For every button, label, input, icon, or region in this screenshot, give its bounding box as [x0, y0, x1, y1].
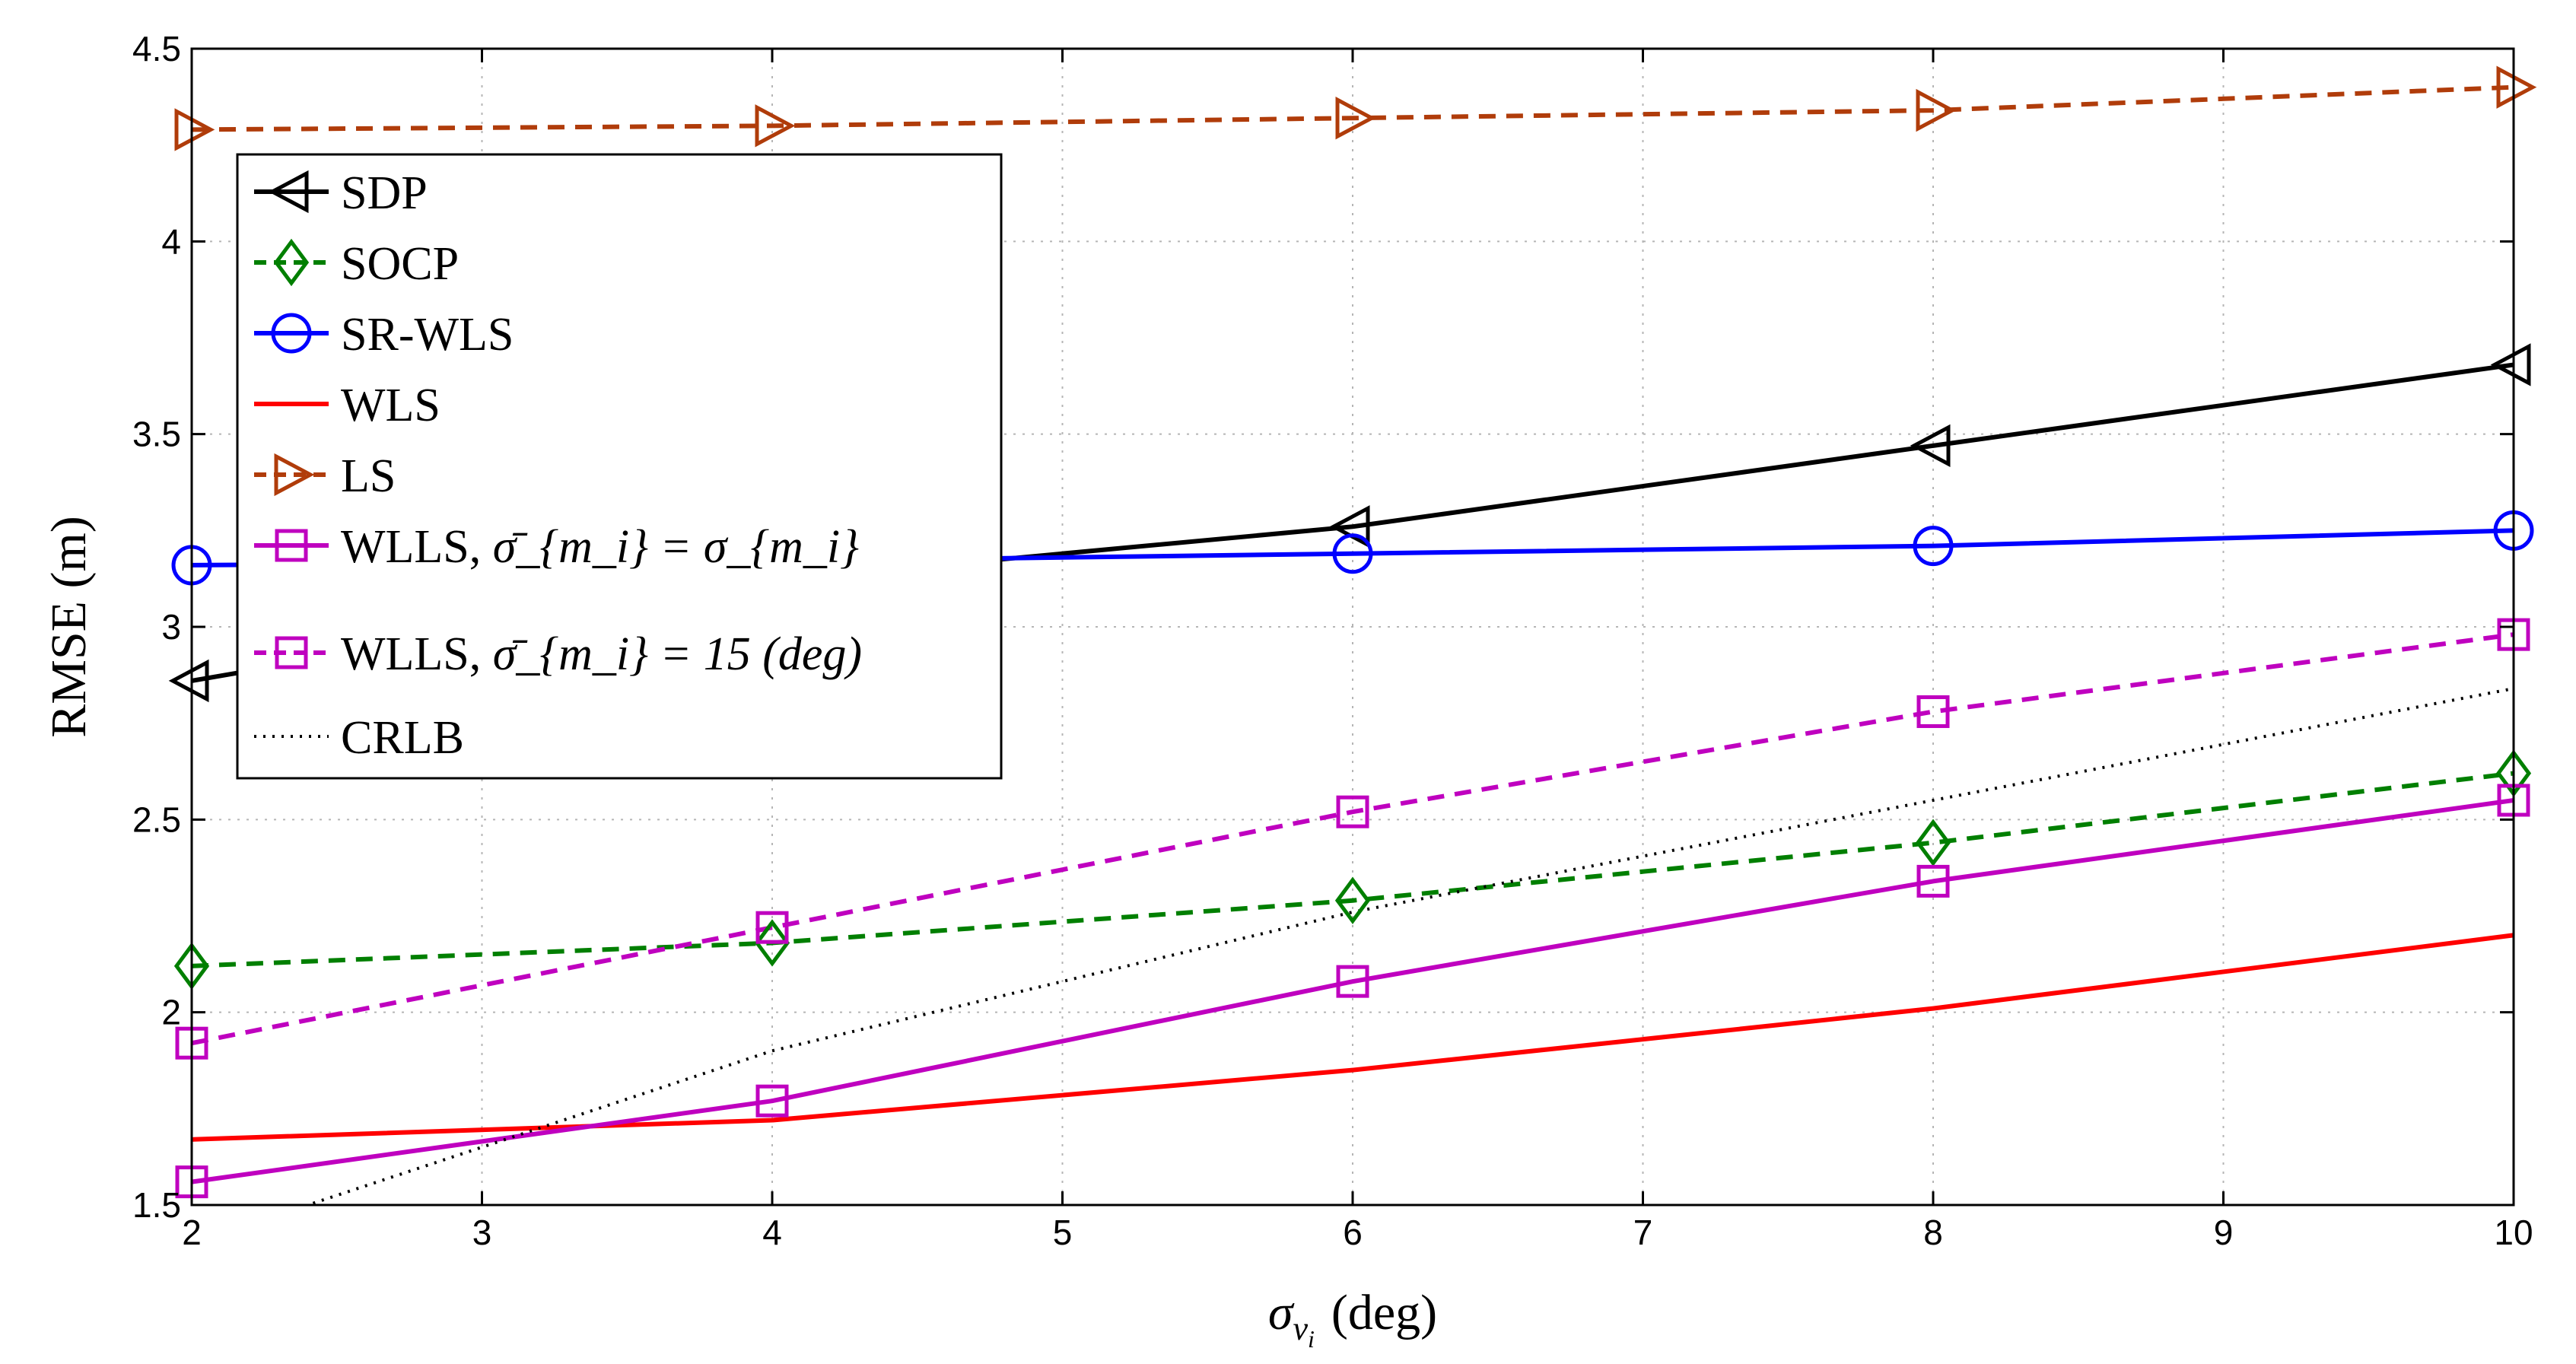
x-axis-title-subsub: i: [1308, 1325, 1315, 1353]
legend-marker-sr-wls: [271, 313, 312, 354]
legend-marker-sdp: [268, 170, 309, 214]
data-point-socp: [754, 919, 790, 967]
data-point-socp: [1915, 819, 1951, 866]
ticks: 2 3 4 5 6 7 8 9 101.522.533.544.5: [132, 29, 2533, 1252]
data-point-sdp: [1910, 424, 1951, 468]
legend-label-wlls-15-name: WLLS,: [341, 628, 493, 680]
data-point-wlls-m-i-15-deg: [1916, 695, 1950, 728]
data-point-wlls-m-i-15-deg: [755, 911, 789, 944]
x-tick-label: 7: [1633, 1213, 1653, 1252]
legend-label-crlb: CRLB: [341, 712, 464, 764]
x-tick-label: 9: [2214, 1213, 2234, 1252]
legend-marker-ls: [274, 453, 315, 497]
data-point-ls: [1335, 97, 1376, 140]
y-tick-label: 4: [161, 221, 181, 261]
x-tick-label: 10: [2494, 1213, 2533, 1252]
legend-label-wlls-sigma-math: σ̄_{m_i} = σ_{m_i}: [493, 521, 859, 573]
y-tick-label: 1.5: [132, 1185, 181, 1225]
data-point-wlls-m-i-m-i: [1336, 965, 1369, 998]
x-tick-label: 2: [182, 1213, 202, 1252]
legend-label-sr-wls: SR-WLS: [341, 309, 514, 361]
legend-label-ls: LS: [341, 450, 396, 502]
series-line-ls: [192, 84, 2514, 132]
data-point-sdp: [168, 659, 209, 703]
data-point-sr-wls: [1332, 533, 1373, 574]
x-axis-title: σvi (deg): [1268, 1285, 1437, 1353]
y-tick-label: 3.5: [132, 415, 181, 454]
legend-label-wlls-15-math: σ̄_{m_i} = 15 (deg): [493, 628, 862, 680]
data-point-ls: [174, 108, 215, 151]
data-point-sdp: [2490, 343, 2531, 386]
data-point-wlls-m-i-15-deg: [1336, 795, 1369, 828]
legend-swatches: [254, 170, 329, 738]
legend-label-wlls-sigma-name: WLLS,: [341, 521, 493, 573]
series-line-wlls-m-i-m-i: [192, 798, 2514, 1184]
legend-box: [236, 153, 1003, 780]
series-line-wlls-m-i-15-deg: [192, 632, 2514, 1046]
legend-label-wlls-15: WLLS, σ̄_{m_i} = 15 (deg): [341, 628, 862, 680]
legend-marker-socp: [273, 238, 310, 287]
x-tick-label: 5: [1053, 1213, 1073, 1252]
x-axis-title-symbol: σ: [1268, 1285, 1295, 1340]
data-point-ls: [2496, 65, 2537, 109]
data-point-ls: [755, 104, 796, 148]
legend-marker-wlls-m-i-15-deg: [275, 636, 308, 669]
x-tick-label: 8: [1923, 1213, 1943, 1252]
data-point-sr-wls: [1913, 526, 1954, 567]
legend: SDP SOCP SR-WLS WLS LS WLLS, σ̄_{m_i} = …: [236, 153, 1003, 780]
x-tick-label: 6: [1343, 1213, 1363, 1252]
data-point-socp: [1334, 876, 1371, 924]
y-tick-label: 4.5: [132, 29, 181, 68]
y-tick-label: 2: [161, 993, 181, 1032]
x-axis-title-sub: v: [1293, 1310, 1308, 1347]
y-axis-title: RMSE (m): [41, 516, 97, 738]
legend-label-wlls-sigma: WLLS, σ̄_{m_i} = σ_{m_i}: [341, 521, 859, 573]
legend-marker-wlls-m-i-m-i: [275, 529, 308, 562]
x-tick-label: 3: [472, 1213, 492, 1252]
legend-label-socp: SOCP: [341, 238, 459, 290]
x-axis-title-unit: (deg): [1331, 1285, 1437, 1340]
y-tick-label: 3: [161, 607, 181, 647]
legend-label-wls: WLS: [341, 380, 440, 431]
data-point-wlls-m-i-m-i: [755, 1084, 789, 1118]
data-point-wlls-m-i-m-i: [1916, 864, 1950, 898]
series-line-socp: [192, 771, 2514, 968]
y-tick-label: 2.5: [132, 800, 181, 839]
legend-label-sdp: SDP: [341, 167, 428, 219]
data-point-ls: [1916, 88, 1957, 132]
x-tick-label: 4: [762, 1213, 782, 1252]
